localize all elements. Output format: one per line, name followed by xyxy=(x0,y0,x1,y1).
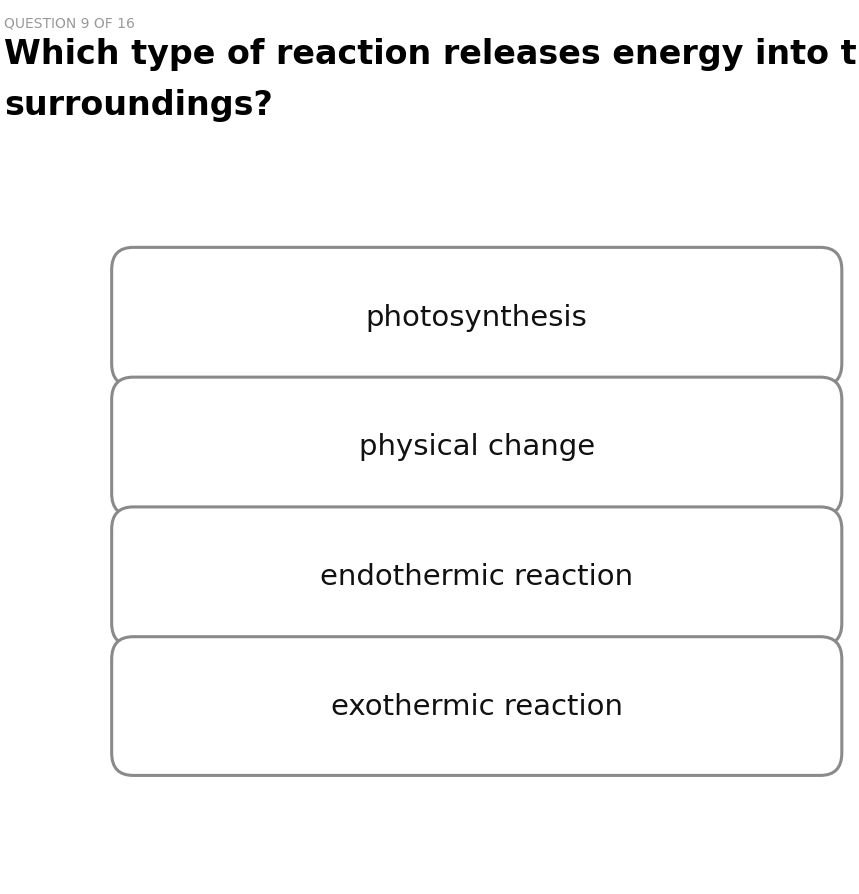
FancyBboxPatch shape xyxy=(112,248,842,386)
Text: QUESTION 9 OF 16: QUESTION 9 OF 16 xyxy=(4,16,135,30)
Text: exothermic reaction: exothermic reaction xyxy=(331,692,623,721)
Text: surroundings?: surroundings? xyxy=(4,89,273,122)
FancyBboxPatch shape xyxy=(112,508,842,645)
FancyBboxPatch shape xyxy=(112,637,842,775)
Text: physical change: physical change xyxy=(359,433,594,461)
Text: endothermic reaction: endothermic reaction xyxy=(320,562,633,591)
Text: photosynthesis: photosynthesis xyxy=(366,303,588,332)
Text: Which type of reaction releases energy into the: Which type of reaction releases energy i… xyxy=(4,38,859,71)
FancyBboxPatch shape xyxy=(112,377,842,517)
